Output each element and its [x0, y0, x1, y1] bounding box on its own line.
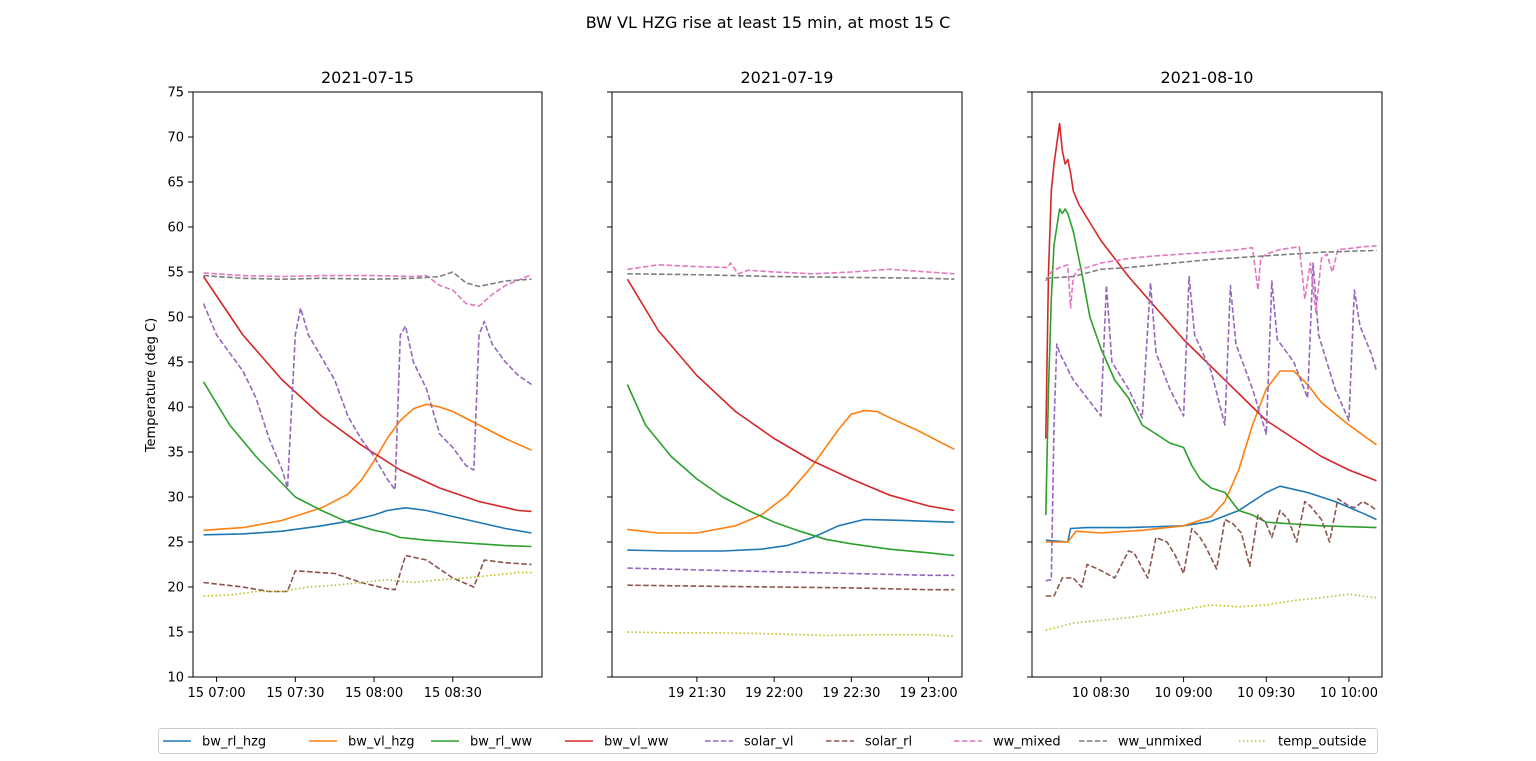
y-tick-label: 30 — [167, 491, 184, 506]
y-tick-label: 60 — [167, 221, 184, 236]
panel-title: 2021-07-19 — [741, 68, 834, 87]
series-line-solar_vl — [1045, 262, 1378, 582]
y-tick-label: 45 — [167, 356, 184, 371]
y-tick-label: 20 — [167, 581, 184, 596]
legend-entry-bw_vl_ww: bw_vl_ww — [565, 735, 669, 750]
y-tick-label: 35 — [167, 446, 184, 461]
legend-entry-bw_rl_hzg: bw_rl_hzg — [163, 735, 266, 750]
y-tick-label: 15 — [167, 626, 184, 641]
series-line-solar_rl — [203, 554, 532, 593]
legend-entry-ww_unmixed: ww_unmixed — [1079, 735, 1202, 750]
series-line-bw_vl_hzg — [203, 403, 532, 532]
chart-panel-3: 2021-08-10 10 08:30 10 09:00 10 09:30 10 10:… — [1027, 68, 1383, 701]
legend-box — [158, 728, 1378, 754]
legend-entry-bw_vl_hzg: bw_vl_hzg — [309, 735, 415, 750]
series-line-ww_unmixed — [1045, 249, 1377, 280]
legend-entry-solar_vl: solar_vl — [705, 735, 793, 750]
y-tick-label: 75 — [167, 86, 184, 101]
y-tick-label: 10 — [167, 671, 184, 686]
legend: bw_rl_hzg bw_vl_hzg bw_rl_ww bw_vl_ww solar_… — [158, 728, 1378, 754]
x-tick-label: 10 09:30 — [1237, 686, 1295, 701]
series-line-ww_unmixed — [203, 271, 532, 288]
legend-label: bw_vl_hzg — [348, 735, 415, 750]
legend-entry-bw_rl_ww: bw_rl_ww — [431, 735, 532, 750]
series-line-temp_outside — [203, 571, 532, 597]
legend-label: bw_rl_ww — [470, 735, 532, 750]
series-line-bw_vl_hzg — [627, 409, 955, 534]
x-tick-label: 10 08:30 — [1072, 686, 1130, 701]
legend-label: solar_vl — [744, 735, 793, 750]
series-line-temp_outside — [627, 631, 955, 638]
y-tick-label: 55 — [167, 266, 184, 281]
plot-frame — [192, 91, 543, 678]
plot-frame — [1031, 91, 1383, 678]
series-line-bw_rl_ww — [1045, 208, 1377, 529]
series-line-bw_vl_ww — [1045, 122, 1377, 482]
x-tick-label: 10 09:00 — [1155, 686, 1213, 701]
series-line-bw_vl_hzg — [1045, 370, 1377, 543]
series-line-solar_rl — [627, 584, 955, 591]
y-tick-label: 50 — [167, 311, 184, 326]
x-tick-label: 19 22:30 — [822, 686, 880, 701]
y-tick-label: 65 — [167, 176, 184, 191]
series-line-ww_mixed — [203, 272, 532, 308]
x-tick-label: 15 08:00 — [345, 686, 403, 701]
y-tick-label: 25 — [167, 536, 184, 551]
series-line-bw_rl_hzg — [1045, 485, 1377, 543]
series-line-solar_rl — [1045, 497, 1378, 597]
figure-suptitle: BW VL HZG rise at least 15 min, at most … — [586, 13, 951, 32]
plot-frame — [611, 91, 963, 678]
x-tick-label: 19 22:00 — [745, 686, 803, 701]
series-line-temp_outside — [1045, 593, 1377, 631]
series-line-bw_vl_ww — [202, 276, 532, 513]
series-line-bw_rl_hzg — [627, 518, 955, 552]
x-tick-label: 15 07:30 — [266, 686, 324, 701]
x-tick-label: 15 08:30 — [424, 686, 482, 701]
x-tick-label: 19 21:30 — [668, 686, 726, 701]
y-tick-label: 40 — [167, 401, 184, 416]
chart-panel-2: 2021-07-19 19 21:30 19 22:00 19 22:30 19 23:… — [607, 68, 963, 701]
y-tick-label: 70 — [167, 131, 184, 146]
panel-title: 2021-07-15 — [321, 68, 414, 87]
panel-title: 2021-08-10 — [1161, 68, 1254, 87]
series-line-bw_rl_ww — [626, 384, 955, 557]
y-axis-label: Temperature (deg C) — [144, 318, 159, 453]
chart-panel-1: 2021-07-15 10 15 20 25 30 35 40 45 50 55 60 65 70 75 15… — [167, 68, 543, 701]
series-line-ww_mixed — [1045, 245, 1377, 314]
x-tick-label: 19 23:00 — [899, 686, 957, 701]
chart-panels: 2021-07-15 10 15 20 25 30 35 40 45 50 55 60 65 70 75 15… — [167, 68, 1383, 701]
legend-label: bw_rl_hzg — [202, 735, 266, 750]
legend-label: bw_vl_ww — [604, 735, 669, 750]
series-line-bw_vl_ww — [626, 278, 955, 512]
series-line-bw_rl_ww — [202, 381, 532, 548]
series-line-solar_vl — [202, 303, 532, 491]
series-line-solar_vl — [627, 567, 955, 577]
legend-entry-ww_mixed: ww_mixed — [954, 735, 1061, 750]
series-line-bw_rl_hzg — [203, 506, 532, 536]
legend-label: ww_unmixed — [1118, 735, 1202, 750]
legend-label: ww_mixed — [993, 735, 1061, 750]
x-tick-label: 10 10:00 — [1320, 686, 1378, 701]
series-line-ww_unmixed — [627, 273, 955, 280]
series-line-ww_mixed — [627, 262, 955, 275]
x-tick-label: 15 07:00 — [188, 686, 246, 701]
legend-label: solar_rl — [865, 735, 912, 750]
legend-entry-temp_outside: temp_outside — [1239, 735, 1366, 750]
legend-label: temp_outside — [1278, 735, 1366, 750]
legend-entry-solar_rl: solar_rl — [826, 735, 912, 750]
